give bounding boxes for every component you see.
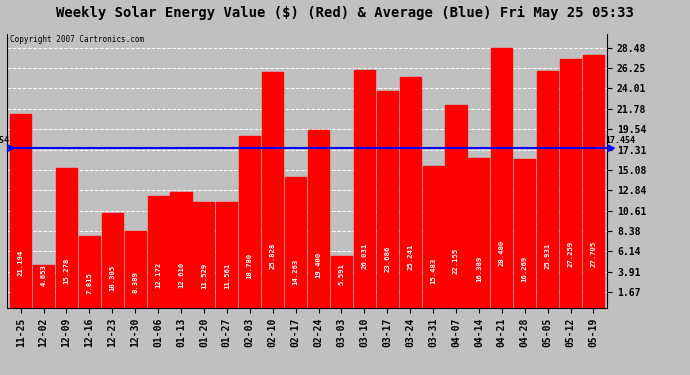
Text: 27.705: 27.705 bbox=[591, 241, 596, 267]
Text: 5.591: 5.591 bbox=[338, 263, 344, 285]
Bar bbox=[583, 55, 604, 308]
Text: 22.155: 22.155 bbox=[453, 248, 459, 274]
Text: 17.454: 17.454 bbox=[0, 136, 9, 146]
Bar bbox=[491, 48, 513, 308]
Bar bbox=[514, 159, 535, 308]
Text: 27.259: 27.259 bbox=[568, 241, 573, 267]
Text: 25.828: 25.828 bbox=[270, 243, 276, 269]
Text: 11.529: 11.529 bbox=[201, 263, 207, 289]
Bar bbox=[537, 71, 558, 308]
Bar bbox=[560, 59, 581, 308]
Text: 26.031: 26.031 bbox=[362, 243, 367, 269]
Bar bbox=[469, 158, 489, 308]
Text: Copyright 2007 Cartronics.com: Copyright 2007 Cartronics.com bbox=[10, 35, 144, 44]
Text: 11.561: 11.561 bbox=[224, 263, 230, 289]
Bar bbox=[101, 213, 123, 308]
Text: 18.780: 18.780 bbox=[247, 253, 253, 279]
Text: Weekly Solar Energy Value ($) (Red) & Average (Blue) Fri May 25 05:33: Weekly Solar Energy Value ($) (Red) & Av… bbox=[56, 6, 634, 20]
Bar bbox=[377, 92, 397, 308]
Bar bbox=[239, 136, 260, 308]
Text: 8.389: 8.389 bbox=[132, 272, 138, 293]
Bar bbox=[170, 192, 192, 308]
Bar bbox=[400, 77, 421, 308]
Bar bbox=[193, 202, 215, 308]
Text: 12.172: 12.172 bbox=[155, 262, 161, 288]
Text: 7.815: 7.815 bbox=[86, 272, 92, 294]
Text: 14.263: 14.263 bbox=[293, 259, 299, 285]
Text: 25.241: 25.241 bbox=[407, 244, 413, 270]
Bar bbox=[33, 265, 54, 308]
Text: 25.931: 25.931 bbox=[544, 243, 551, 269]
Text: 16.389: 16.389 bbox=[476, 256, 482, 282]
Text: 28.480: 28.480 bbox=[499, 240, 505, 266]
Text: 21.194: 21.194 bbox=[18, 249, 23, 276]
Bar bbox=[422, 166, 444, 308]
Bar bbox=[148, 196, 168, 308]
Bar bbox=[308, 130, 329, 308]
Bar bbox=[262, 72, 283, 308]
Bar bbox=[446, 105, 466, 308]
Text: 12.610: 12.610 bbox=[178, 261, 184, 288]
Text: 15.278: 15.278 bbox=[63, 258, 70, 284]
Bar bbox=[56, 168, 77, 308]
Bar bbox=[285, 177, 306, 308]
Bar bbox=[79, 236, 100, 308]
Text: 4.653: 4.653 bbox=[41, 264, 46, 286]
Bar bbox=[331, 256, 352, 307]
Text: 23.686: 23.686 bbox=[384, 246, 391, 272]
Text: 17.454: 17.454 bbox=[605, 136, 635, 146]
Bar bbox=[354, 70, 375, 308]
Text: 19.400: 19.400 bbox=[315, 252, 322, 278]
Text: 10.305: 10.305 bbox=[109, 264, 115, 291]
Text: 15.483: 15.483 bbox=[430, 257, 436, 284]
Bar bbox=[125, 231, 146, 308]
Bar bbox=[10, 114, 31, 308]
Text: 16.269: 16.269 bbox=[522, 256, 528, 282]
Bar bbox=[217, 202, 237, 308]
